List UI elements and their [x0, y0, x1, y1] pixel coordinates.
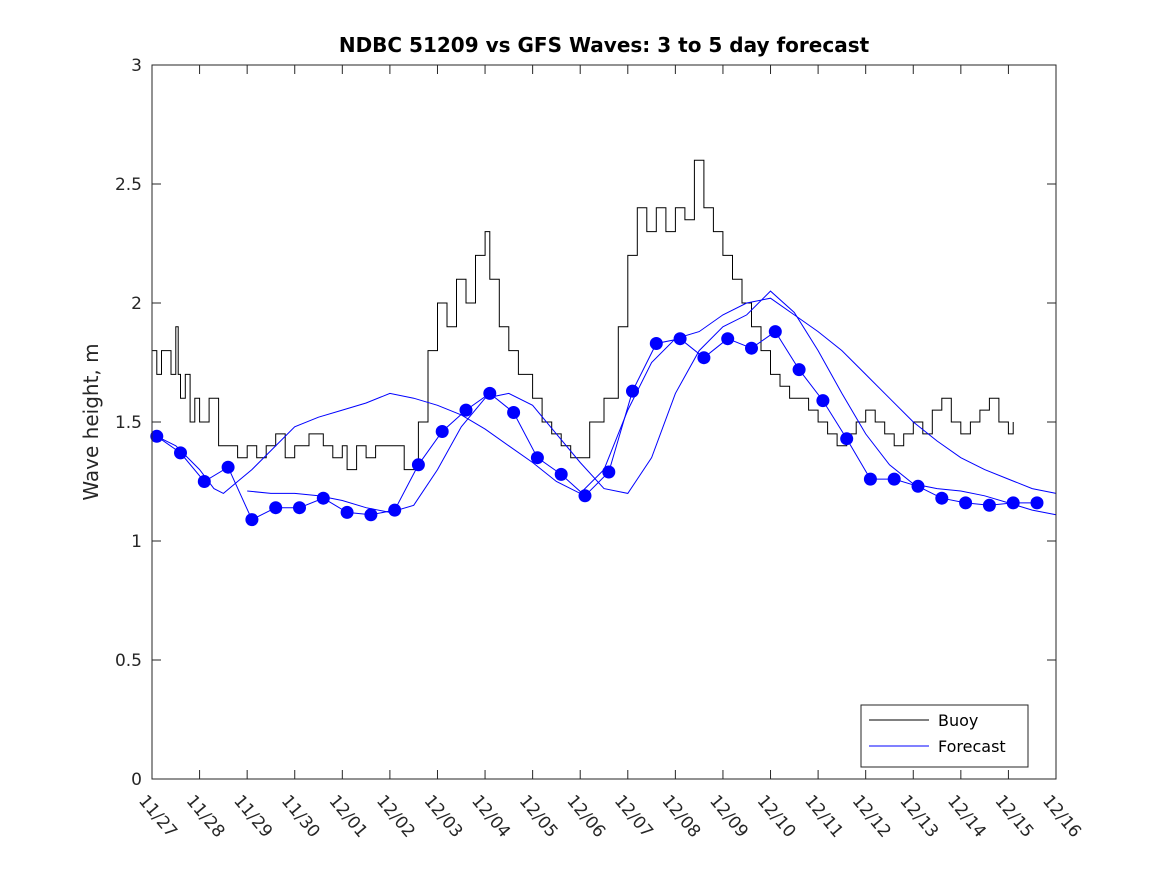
y-tick-label: 1.5 — [115, 413, 142, 433]
forecast-point — [816, 394, 830, 408]
forecast-point — [340, 505, 354, 519]
forecast-point — [911, 479, 925, 493]
series-layer — [150, 159, 1057, 527]
buoy-line — [152, 159, 1014, 471]
forecast-point — [435, 425, 449, 438]
forecast-point — [863, 472, 877, 486]
forecast-point — [697, 351, 711, 365]
y-tick-label: 1 — [131, 532, 142, 552]
forecast-run-line — [151, 297, 1057, 495]
y-tick-label: 2.5 — [115, 175, 142, 195]
forecast-point — [1006, 496, 1020, 510]
legend-box — [860, 704, 1029, 768]
y-tick-label: 0.5 — [115, 651, 142, 671]
forecast-point — [602, 465, 616, 479]
forecast-point — [293, 501, 306, 515]
forecast-point — [364, 508, 378, 522]
forecast-point — [887, 472, 901, 486]
forecast-point — [721, 332, 735, 346]
forecast-point — [388, 503, 402, 517]
forecast-point — [316, 491, 330, 505]
forecast-point — [792, 363, 806, 377]
forecast-point — [530, 451, 544, 465]
legend-label-buoy: Buoy — [938, 711, 978, 730]
forecast-point — [935, 491, 949, 505]
forecast-run-line — [247, 290, 1057, 516]
legend: Buoy Forecast — [860, 704, 1029, 768]
forecast-point — [649, 337, 663, 350]
y-axis-label: Wave height, m — [79, 343, 103, 500]
forecast-point — [221, 460, 235, 474]
forecast-point — [745, 341, 758, 355]
legend-label-forecast: Forecast — [938, 737, 1006, 756]
forecast-point — [673, 332, 687, 346]
forecast-point — [768, 325, 782, 339]
y-tick-label: 0 — [131, 770, 142, 790]
plot-frame — [151, 64, 1057, 780]
forecast-point — [269, 501, 283, 515]
forecast-point — [197, 475, 211, 488]
forecast-point — [840, 432, 854, 446]
y-tick-label: 3 — [131, 56, 142, 76]
chart-title: NDBC 51209 vs GFS Waves: 3 to 5 day fore… — [339, 33, 870, 57]
forecast-point — [1030, 496, 1044, 510]
forecast-point — [982, 498, 996, 512]
forecast-point — [174, 446, 187, 460]
forecast-point — [959, 496, 973, 510]
forecast-point — [554, 467, 568, 481]
forecast-point — [245, 513, 259, 527]
forecast-point — [459, 403, 473, 417]
forecast-point — [578, 489, 592, 503]
forecast-point — [411, 458, 425, 472]
forecast-point — [507, 406, 521, 419]
y-tick-label: 2 — [131, 294, 142, 314]
